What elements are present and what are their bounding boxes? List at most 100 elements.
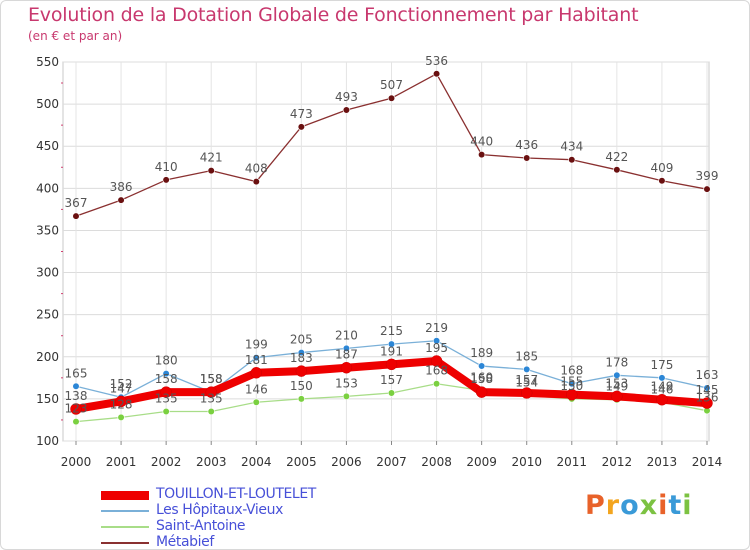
data-label: 367	[65, 196, 88, 210]
data-point	[613, 371, 621, 379]
logo-letter: o	[620, 490, 640, 521]
data-label: 181	[245, 353, 268, 367]
data-point	[207, 167, 215, 175]
data-label: 165	[65, 366, 88, 380]
data-point	[342, 106, 351, 114]
y-tick-label: 300	[36, 266, 59, 280]
data-label: 153	[605, 376, 628, 390]
data-label: 158	[155, 372, 178, 386]
data-point	[658, 374, 666, 382]
data-point	[115, 395, 127, 408]
y-tick-label: 250	[36, 308, 59, 322]
data-label: 135	[155, 392, 178, 406]
data-point	[297, 395, 305, 403]
x-tick-label: 2009	[466, 455, 497, 469]
data-point	[117, 413, 125, 422]
legend-label: Saint-Antoine	[156, 518, 246, 534]
data-label: 507	[380, 78, 403, 92]
legend-label: TOUILLON-ET-LOUTELET	[156, 486, 316, 502]
data-label: 421	[200, 151, 223, 165]
data-label: 146	[650, 382, 673, 396]
data-label: 146	[245, 382, 268, 396]
data-point	[250, 367, 263, 379]
data-point	[162, 176, 170, 184]
data-label: 157	[515, 373, 538, 387]
data-point	[387, 389, 396, 397]
data-label: 168	[425, 364, 448, 378]
x-tick-label: 2011	[557, 455, 588, 469]
data-label: 168	[560, 364, 583, 378]
legend-label: Métabief	[156, 534, 214, 550]
data-point	[568, 156, 576, 164]
x-tick-label: 2012	[602, 455, 633, 469]
data-label: 178	[605, 355, 628, 369]
data-label: 219	[425, 321, 448, 335]
data-label: 536	[425, 54, 448, 68]
data-label: 160	[470, 370, 493, 384]
data-label: 175	[650, 358, 673, 372]
data-label: 422	[605, 150, 628, 164]
data-point	[520, 387, 533, 399]
data-label: 136	[696, 391, 719, 405]
proxiti-logo: Proxiti	[585, 490, 693, 521]
data-label: 138	[65, 389, 88, 403]
logo-letter: r	[605, 490, 621, 521]
data-label: 180	[155, 354, 178, 368]
data-point	[72, 418, 80, 426]
data-point	[70, 403, 82, 415]
data-label: 157	[380, 373, 403, 387]
x-tick-label: 2006	[331, 455, 362, 469]
legend-swatch	[101, 490, 149, 500]
logo-letter: P	[585, 490, 606, 521]
data-label: 158	[200, 372, 223, 386]
logo-letter: i	[682, 490, 693, 521]
data-label: 152	[110, 377, 133, 391]
data-point	[297, 123, 305, 131]
x-tick-label: 2002	[151, 455, 182, 469]
data-label: 408	[245, 162, 268, 176]
data-point	[342, 392, 351, 400]
x-tick-label: 2007	[376, 455, 407, 469]
x-tick-label: 2005	[286, 455, 317, 469]
data-point	[703, 384, 711, 392]
data-point	[475, 386, 488, 398]
logo-letter: t	[668, 490, 683, 521]
legend-label: Les Hôpitaux-Vieux	[156, 502, 283, 518]
data-point	[656, 393, 668, 406]
x-tick-label: 2013	[647, 455, 678, 469]
data-point	[478, 151, 486, 159]
data-label: 436	[515, 138, 538, 152]
data-point	[703, 185, 711, 193]
data-label: 158	[470, 372, 493, 386]
data-label: 154	[515, 376, 538, 390]
y-tick-label: 400	[36, 181, 59, 195]
legend-swatch	[101, 510, 149, 512]
data-label: 147	[110, 381, 133, 395]
data-label: 493	[335, 90, 358, 104]
data-label: 410	[155, 160, 178, 174]
data-point	[701, 397, 713, 409]
data-label: 210	[335, 328, 358, 342]
legend-item: Métabief	[101, 534, 361, 550]
data-label: 187	[335, 348, 358, 362]
y-tick-label: 200	[36, 350, 59, 364]
data-point	[342, 344, 351, 352]
chart-subtitle: (en € et par an)	[28, 29, 123, 43]
data-label: 155	[560, 375, 583, 389]
data-point	[207, 407, 215, 416]
data-label: 153	[335, 376, 358, 390]
legend-swatch	[101, 542, 149, 544]
data-point	[523, 154, 531, 162]
data-label: 434	[560, 140, 583, 154]
data-label: 135	[200, 392, 223, 406]
x-tick-label: 2010	[511, 455, 542, 469]
data-label: 123	[65, 402, 88, 416]
data-label: 386	[110, 180, 133, 194]
data-point	[295, 365, 308, 377]
data-label: 145	[696, 383, 719, 397]
x-tick-label: 2003	[196, 455, 227, 469]
data-label: 185	[515, 349, 538, 363]
data-label: 189	[470, 346, 493, 360]
